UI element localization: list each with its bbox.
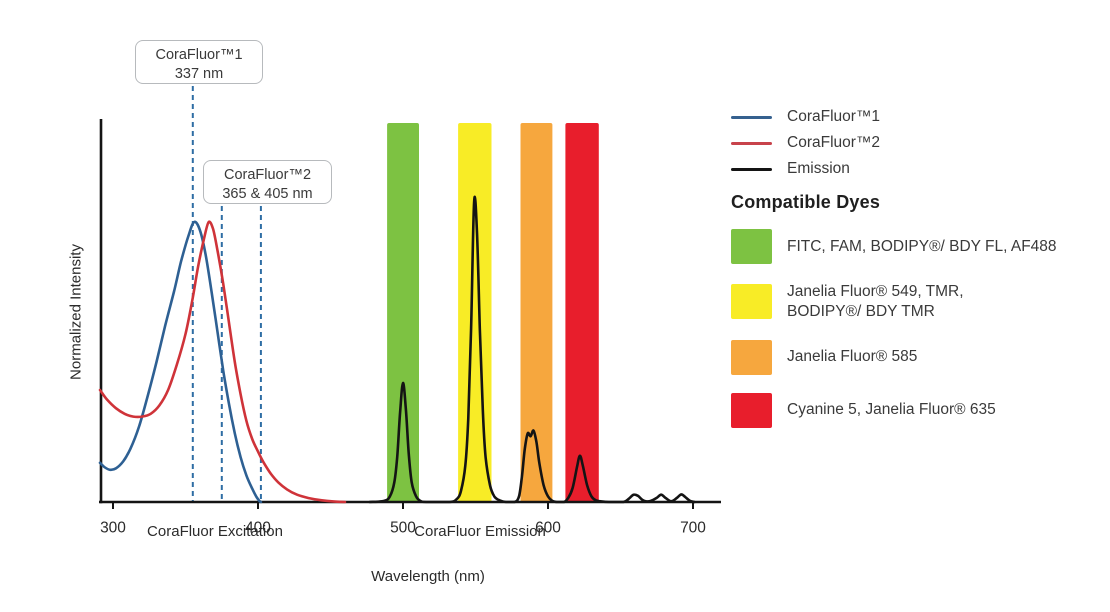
x-tick-label-700: 700 <box>680 519 706 536</box>
x-tick-label-300: 300 <box>100 519 126 536</box>
x-tick-label-400: 400 <box>245 519 271 536</box>
legend-item-corafluor2: CoraFluor™2 <box>731 134 1103 152</box>
excitation-section-label: CoraFluor Excitation <box>147 523 283 540</box>
dye-band-2 <box>520 123 553 502</box>
dye-swatch-green <box>731 229 772 264</box>
callout-corafluor1: CoraFluor™1 337 nm <box>135 40 263 84</box>
callout-corafluor2-value: 365 & 405 nm <box>222 186 313 203</box>
emission-section-label: CoraFluor Emission <box>414 523 546 540</box>
legend-line-swatch-blue <box>731 115 772 119</box>
series-curve-0 <box>98 220 263 504</box>
legend-label: CoraFluor™2 <box>787 134 881 151</box>
series-curve-2 <box>368 195 696 504</box>
dye-swatch-red <box>731 392 772 428</box>
x-tick-label-500: 500 <box>390 519 416 536</box>
dye-swatch-yellow <box>731 284 772 320</box>
callout-corafluor1-title: CoraFluor™1 <box>155 47 243 63</box>
legend-line-swatch-red <box>731 141 772 145</box>
compatible-dyes-heading: Compatible Dyes <box>731 192 881 212</box>
legend-label: CoraFluor™1 <box>787 108 881 125</box>
dye-label: Janelia Fluor® 549, TMR, BODIPY®/ BDY TM… <box>787 283 964 320</box>
y-axis-label: Normalized Intensity <box>67 244 85 380</box>
legend-item-emission: Emission <box>731 160 1103 178</box>
dye-label: Cyanine 5, Janelia Fluor® 635 <box>787 401 996 419</box>
callout-corafluor1-value: 337 nm <box>174 66 224 83</box>
x-axis-label: Wavelength (nm) <box>371 568 485 585</box>
series-curve-1 <box>98 220 347 504</box>
compatible-dyes-list: FITC, FAM, BODIPY®/ BDY FL, AF488 Janeli… <box>731 229 1103 428</box>
dye-row-orange: Janelia Fluor® 585 <box>731 339 1103 375</box>
callout-corafluor2: CoraFluor™2 365 & 405 nm <box>203 160 332 204</box>
x-tick-label-600: 600 <box>535 519 561 536</box>
legend-panel: CoraFluor™1 CoraFluor™2 Emission Compati… <box>731 108 1103 446</box>
dye-band-3 <box>565 123 599 502</box>
dye-label: FITC, FAM, BODIPY®/ BDY FL, AF488 <box>787 237 1057 255</box>
dye-row-green: FITC, FAM, BODIPY®/ BDY FL, AF488 <box>731 229 1103 264</box>
dye-label: Janelia Fluor® 585 <box>787 348 918 366</box>
dye-row-yellow: Janelia Fluor® 549, TMR, BODIPY®/ BDY TM… <box>731 282 1103 322</box>
dye-band-0 <box>387 123 419 502</box>
dye-row-red: Cyanine 5, Janelia Fluor® 635 <box>731 392 1103 428</box>
legend-item-corafluor1: CoraFluor™1 <box>731 108 1103 126</box>
legend-line-swatch-black <box>731 167 772 171</box>
legend-label: Emission <box>787 160 850 177</box>
callout-corafluor2-title: CoraFluor™2 <box>223 167 312 183</box>
dye-band-1 <box>458 123 492 502</box>
dye-swatch-orange <box>731 339 772 375</box>
